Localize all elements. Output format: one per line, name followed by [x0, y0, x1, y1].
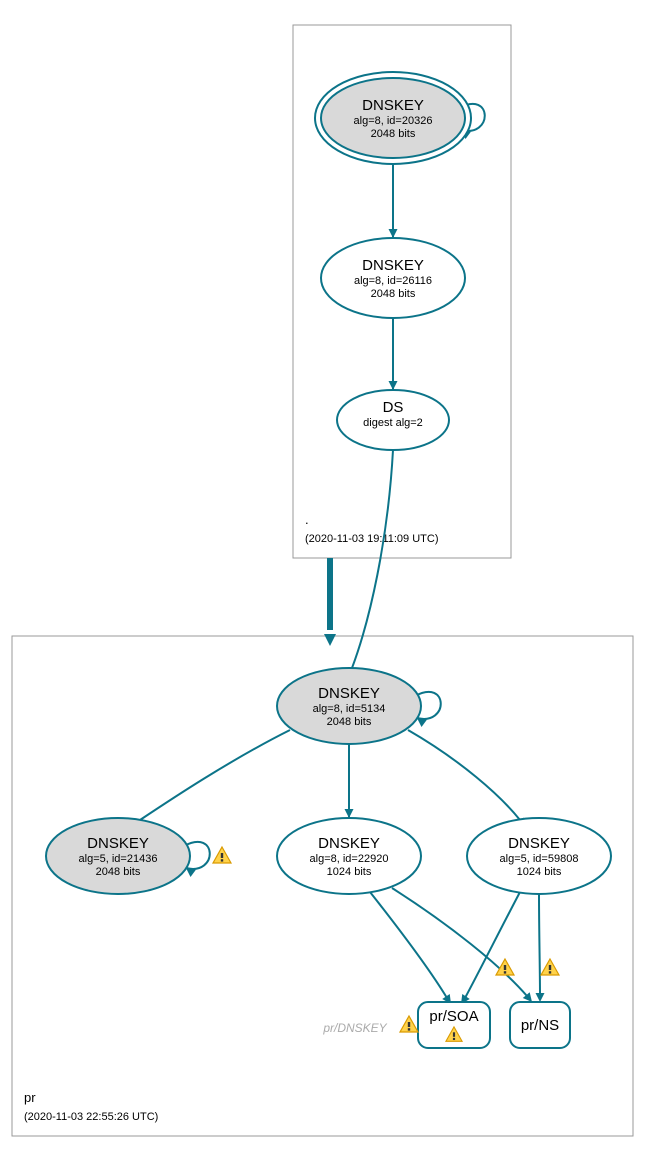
svg-text:pr/NS: pr/NS: [521, 1017, 559, 1034]
svg-text:DNSKEY: DNSKEY: [362, 97, 424, 114]
edge-pr_ksk_to_21436: [140, 730, 290, 820]
edge-k22920_to_soa: [370, 892, 447, 998]
svg-text:2048 bits: 2048 bits: [371, 288, 416, 300]
svg-text:2048 bits: 2048 bits: [96, 866, 141, 878]
zone-timestamp: (2020-11-03 22:55:26 UTC): [24, 1111, 158, 1123]
zone-timestamp: (2020-11-03 19:11:09 UTC): [305, 533, 439, 545]
svg-text:alg=8, id=20326: alg=8, id=20326: [354, 115, 433, 127]
svg-text:DNSKEY: DNSKEY: [318, 835, 380, 852]
svg-text:DNSKEY: DNSKEY: [318, 685, 380, 702]
warning-icon: [400, 1016, 418, 1032]
svg-text:1024 bits: 1024 bits: [517, 866, 562, 878]
zone-label: pr: [24, 1090, 36, 1105]
edge-k22920_to_ns: [392, 888, 527, 996]
svg-text:1024 bits: 1024 bits: [327, 866, 372, 878]
edge-k59808_to_ns: [539, 894, 540, 996]
svg-text:2048 bits: 2048 bits: [371, 128, 416, 140]
warning-icon: [213, 847, 231, 863]
zone-label: .: [305, 512, 309, 527]
svg-text:DNSKEY: DNSKEY: [87, 835, 149, 852]
svg-text:DNSKEY: DNSKEY: [508, 835, 570, 852]
svg-text:DS: DS: [383, 399, 404, 416]
ghost-dnskey: pr/DNSKEY: [322, 1021, 387, 1035]
svg-text:alg=8, id=22920: alg=8, id=22920: [310, 853, 389, 865]
svg-text:alg=5, id=21436: alg=5, id=21436: [79, 853, 158, 865]
edge-pr_ksk_to_59808: [408, 730, 520, 820]
svg-text:DNSKEY: DNSKEY: [362, 257, 424, 274]
svg-text:digest alg=2: digest alg=2: [363, 417, 423, 429]
svg-text:alg=5, id=59808: alg=5, id=59808: [500, 853, 579, 865]
svg-text:alg=8, id=5134: alg=8, id=5134: [313, 703, 386, 715]
svg-text:alg=8, id=26116: alg=8, id=26116: [354, 275, 432, 287]
svg-text:2048 bits: 2048 bits: [327, 716, 372, 728]
svg-text:pr/SOA: pr/SOA: [429, 1008, 478, 1025]
edge-ds_to_pr_ksk: [352, 450, 393, 668]
warning-icon: [541, 959, 559, 975]
dnssec-diagram: . (2020-11-03 19:11:09 UTC) pr (2020-11-03 …: [0, 0, 648, 1162]
